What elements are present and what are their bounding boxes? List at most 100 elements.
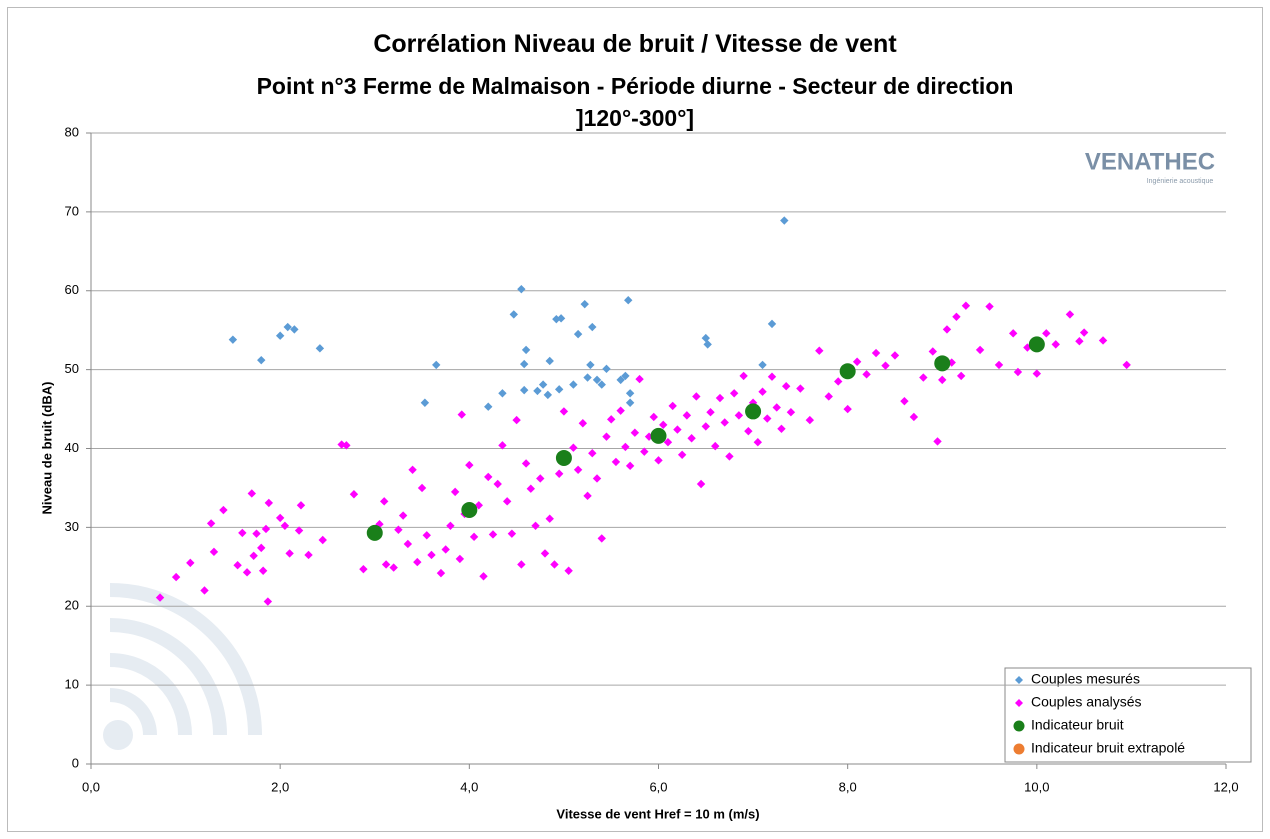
data-point — [1065, 310, 1075, 319]
data-point — [909, 412, 919, 422]
data-point — [934, 355, 951, 372]
data-point — [422, 531, 431, 540]
data-point — [545, 514, 554, 523]
data-point — [767, 372, 777, 381]
data-point — [815, 346, 824, 355]
data-point — [290, 325, 299, 334]
data-point — [573, 465, 583, 474]
data-point — [592, 375, 602, 385]
data-point — [171, 572, 181, 582]
data-point — [673, 425, 682, 434]
chart-title: Corrélation Niveau de bruit / Vitesse de… — [373, 30, 897, 58]
data-point — [564, 566, 573, 575]
data-point — [739, 371, 748, 381]
data-point — [583, 491, 592, 501]
data-point — [777, 424, 786, 433]
data-point — [209, 547, 219, 557]
data-point — [588, 449, 597, 458]
data-point — [394, 525, 403, 534]
data-point — [550, 560, 559, 569]
data-point — [555, 449, 572, 466]
data-point — [890, 351, 900, 360]
data-point — [403, 539, 413, 549]
data-point — [258, 566, 268, 575]
data-point — [569, 443, 578, 452]
data-point — [668, 401, 677, 411]
data-point — [432, 360, 441, 370]
data-point — [545, 356, 554, 366]
y-tick-label: 60 — [65, 282, 79, 297]
data-point — [640, 447, 649, 456]
data-point — [242, 568, 252, 577]
legend-marker — [1013, 720, 1025, 732]
data-point — [540, 549, 550, 558]
data-point — [1079, 328, 1089, 337]
data-point — [938, 375, 947, 385]
data-point — [720, 418, 729, 427]
data-point — [586, 360, 595, 370]
data-point — [275, 331, 285, 340]
data-point — [479, 572, 488, 581]
data-point — [573, 329, 583, 339]
data-point — [380, 497, 389, 506]
x-tick-label: 10,0 — [1024, 779, 1049, 794]
data-point — [1098, 336, 1108, 345]
data-point — [509, 310, 518, 319]
data-point — [758, 360, 767, 370]
legend-marker — [1015, 676, 1023, 684]
legend-label: Indicateur bruit — [1031, 717, 1124, 733]
data-point — [692, 392, 701, 401]
data-point — [375, 520, 384, 529]
data-point — [200, 586, 209, 595]
y-tick-label: 20 — [65, 598, 79, 613]
data-point — [538, 380, 548, 389]
data-point — [711, 441, 720, 451]
data-point — [1028, 336, 1045, 353]
data-point — [420, 398, 430, 407]
data-point — [1075, 337, 1084, 346]
data-point — [441, 545, 450, 554]
y-tick-label: 10 — [65, 677, 79, 692]
data-point — [206, 519, 216, 528]
data-point — [703, 340, 712, 349]
data-point — [796, 384, 805, 393]
legend-box — [1004, 667, 1252, 763]
data-point — [257, 355, 266, 365]
data-point — [780, 216, 789, 225]
data-point — [616, 375, 625, 385]
data-point — [349, 490, 359, 499]
data-point — [1042, 329, 1051, 338]
data-point — [285, 549, 294, 558]
data-point — [446, 521, 455, 530]
data-point — [933, 437, 942, 446]
data-point — [155, 593, 165, 602]
data-point — [318, 535, 327, 545]
data-point — [767, 319, 777, 329]
data-point — [654, 456, 663, 465]
data-point — [696, 479, 706, 489]
data-point — [554, 385, 564, 394]
data-point — [956, 371, 966, 381]
data-point — [552, 314, 561, 324]
data-point — [616, 406, 625, 415]
data-point — [985, 302, 994, 311]
watermark — [109, 583, 262, 736]
data-point — [715, 393, 725, 403]
data-point — [519, 385, 529, 395]
data-point — [701, 422, 710, 431]
data-point — [607, 415, 616, 424]
legend: Couples mesurés Couples analysés Indicateu… — [1004, 667, 1252, 763]
data-point — [264, 498, 274, 508]
data-point — [621, 371, 630, 381]
watermark-dot — [103, 720, 133, 750]
data-point — [942, 325, 952, 334]
data-point — [786, 408, 796, 417]
data-point — [247, 489, 256, 498]
data-point — [834, 377, 843, 386]
data-point — [580, 299, 589, 309]
data-point — [408, 465, 417, 474]
data-point — [484, 472, 493, 482]
data-point — [257, 543, 266, 553]
data-point — [687, 434, 696, 443]
